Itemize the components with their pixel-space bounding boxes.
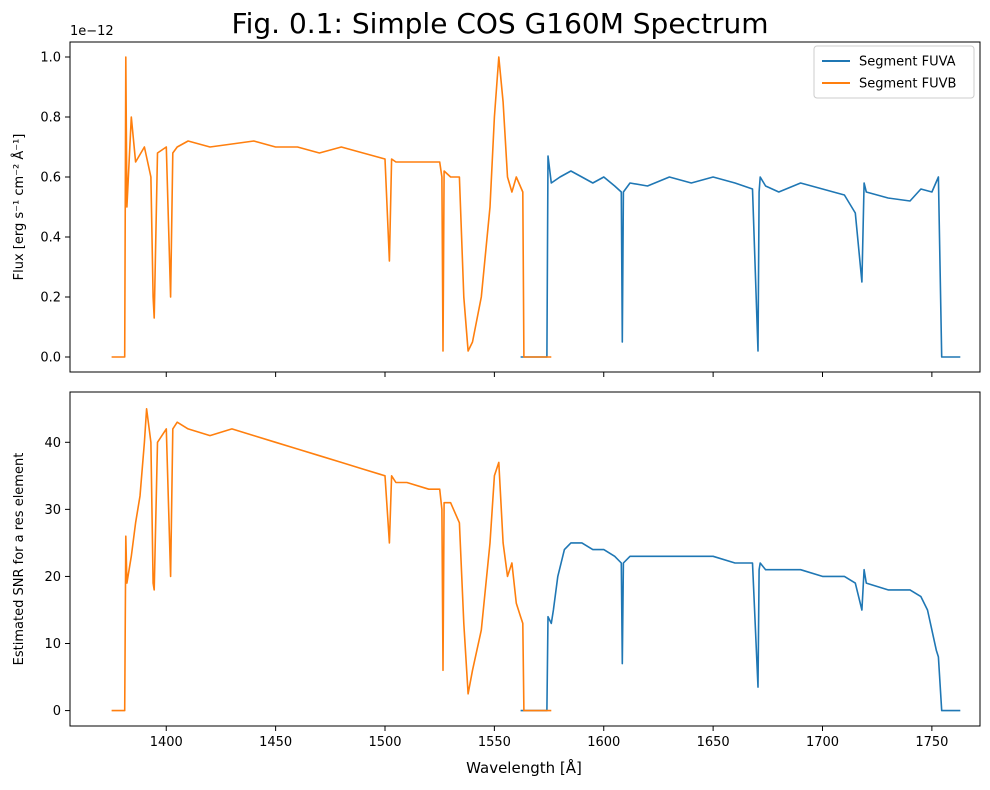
- y-tick-label: 0: [53, 704, 61, 719]
- series-line-segment-fuva: [520, 155, 961, 358]
- x-tick-label: 1750: [915, 735, 948, 750]
- y-tick-label: 0.6: [40, 171, 61, 186]
- figure-title: Fig. 0.1: Simple COS G160M Spectrum: [232, 7, 769, 40]
- x-tick-label: 1500: [368, 735, 401, 750]
- series-line-segment-fuvb: [111, 407, 552, 712]
- y-tick-label: 0.0: [40, 351, 61, 366]
- y-tick-label: 1.0: [40, 51, 61, 66]
- y-tick-label: 0.2: [40, 291, 61, 306]
- y-tick-label: 0.4: [40, 231, 61, 246]
- legend-entry: Segment FUVB: [859, 77, 956, 92]
- x-tick-label: 1600: [587, 735, 620, 750]
- x-tick-label: 1400: [150, 735, 183, 750]
- x-axis-label: Wavelength [Å]: [466, 758, 582, 777]
- x-tick-label: 1650: [697, 735, 730, 750]
- y-axis-label: Flux [erg s⁻¹ cm⁻² Å⁻¹]: [11, 134, 27, 281]
- x-tick-label: 1700: [806, 735, 839, 750]
- panel-snr: 1400 1450 1500 1550 1600 1650 1700 1750 0 10 20 30 4…: [12, 391, 981, 750]
- legend: Segment FUVA Segment FUVB: [813, 45, 975, 99]
- x-tick-label: 1450: [259, 735, 292, 750]
- y-tick-label: 40: [44, 436, 61, 451]
- y-tick-label: 0.8: [40, 111, 61, 126]
- axes-frame: [69, 41, 981, 373]
- axes-frame: [69, 391, 981, 727]
- y-tick-label: 10: [44, 637, 61, 652]
- y-offset-label: 1e−12: [70, 24, 114, 39]
- panel-flux: 0.0 0.2 0.4 0.6 0.8 1.0 1e−12 Flux [erg s⁻¹ cm⁻…: [11, 24, 981, 377]
- y-tick-label: 20: [44, 570, 61, 585]
- y-axis-label: Estimated SNR for a res element: [12, 453, 27, 666]
- x-tick-label: 1550: [478, 735, 511, 750]
- series-line-segment-fuvb: [111, 56, 552, 358]
- series-line-segment-fuva: [520, 542, 961, 712]
- y-tick-label: 30: [44, 503, 61, 518]
- legend-entry: Segment FUVA: [859, 55, 956, 70]
- legend-box: [813, 45, 975, 99]
